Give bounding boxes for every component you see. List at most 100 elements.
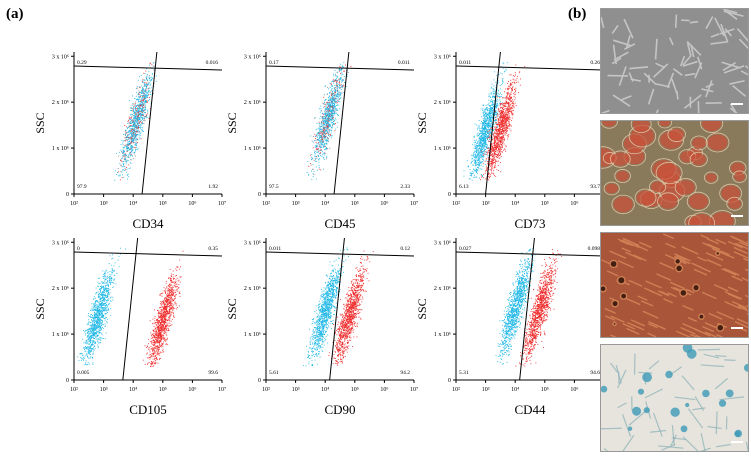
data-point [496, 150, 498, 152]
data-point [489, 136, 491, 138]
data-point [137, 129, 139, 131]
data-point [147, 110, 149, 112]
data-point [129, 119, 131, 121]
data-point [144, 90, 146, 92]
data-point [131, 145, 133, 146]
data-point [329, 110, 331, 112]
data-point [489, 174, 491, 176]
quadrant-ur-value: 0.016 [206, 60, 219, 66]
data-point [138, 90, 140, 92]
data-point [493, 146, 495, 148]
data-point [130, 132, 132, 134]
data-point [144, 83, 146, 85]
data-point [489, 133, 491, 135]
data-point [518, 92, 519, 94]
data-point [93, 328, 95, 330]
data-point [505, 132, 506, 133]
data-point [332, 112, 334, 114]
data-point [475, 169, 476, 171]
data-point [495, 118, 497, 120]
data-point [312, 141, 314, 143]
data-point [484, 136, 486, 138]
data-point [334, 117, 336, 119]
data-point [481, 157, 483, 159]
data-point [136, 120, 138, 122]
data-point [131, 139, 133, 141]
data-point [481, 138, 483, 140]
data-point [495, 126, 497, 128]
data-point [496, 160, 498, 162]
data-point [109, 279, 111, 281]
data-point [494, 119, 496, 121]
data-point [139, 112, 141, 114]
data-point [126, 148, 128, 150]
data-point [493, 85, 495, 87]
data-point [137, 147, 139, 149]
data-point [136, 91, 137, 93]
data-point [122, 151, 124, 153]
data-point [135, 111, 137, 113]
data-point [128, 139, 130, 141]
data-point [145, 89, 147, 91]
data-point [495, 102, 497, 104]
data-point [482, 131, 484, 133]
data-point [500, 123, 502, 124]
data-point [332, 111, 334, 113]
data-point [503, 118, 505, 120]
data-point [320, 169, 322, 171]
data-point [505, 105, 507, 107]
data-point [107, 280, 109, 281]
data-point [340, 81, 342, 83]
data-point [484, 115, 486, 117]
data-point [500, 96, 502, 97]
data-point [497, 136, 499, 138]
data-point [325, 125, 327, 127]
data-point [138, 109, 140, 111]
data-point [330, 110, 332, 112]
data-point [495, 128, 497, 130]
data-point [338, 87, 340, 89]
data-point [319, 142, 321, 144]
quadrant-ll-value: 6.13 [459, 184, 469, 190]
data-point [322, 133, 324, 135]
data-point [503, 115, 505, 117]
data-point [497, 139, 498, 141]
data-point [101, 301, 103, 303]
data-point [333, 107, 335, 109]
data-point [485, 130, 487, 132]
data-point [139, 124, 141, 126]
data-point [328, 108, 329, 110]
data-point [114, 262, 116, 264]
data-point [326, 126, 328, 128]
data-point [141, 95, 143, 96]
data-point [132, 155, 134, 157]
data-point [502, 80, 504, 82]
data-point [151, 89, 153, 91]
data-point [477, 160, 479, 162]
y-tick-label: 3 x 10⁶ [434, 54, 451, 60]
data-point [329, 99, 331, 101]
data-point [332, 79, 334, 81]
data-point [109, 300, 111, 302]
data-point [473, 168, 475, 170]
data-point [499, 151, 501, 153]
data-point [132, 125, 134, 127]
data-point [317, 145, 319, 147]
data-point [89, 336, 91, 338]
data-point [517, 76, 518, 77]
data-point [487, 124, 489, 126]
data-point [485, 108, 487, 109]
data-point [323, 106, 324, 108]
data-point [496, 131, 498, 133]
data-point [139, 86, 141, 88]
data-point [498, 147, 500, 149]
data-point [483, 139, 485, 141]
data-point [498, 147, 500, 149]
data-point [505, 97, 507, 99]
data-point [130, 148, 132, 150]
data-point [322, 120, 324, 122]
data-point [482, 174, 484, 176]
data-point [507, 109, 508, 111]
data-point [319, 133, 321, 135]
data-point [125, 131, 127, 133]
